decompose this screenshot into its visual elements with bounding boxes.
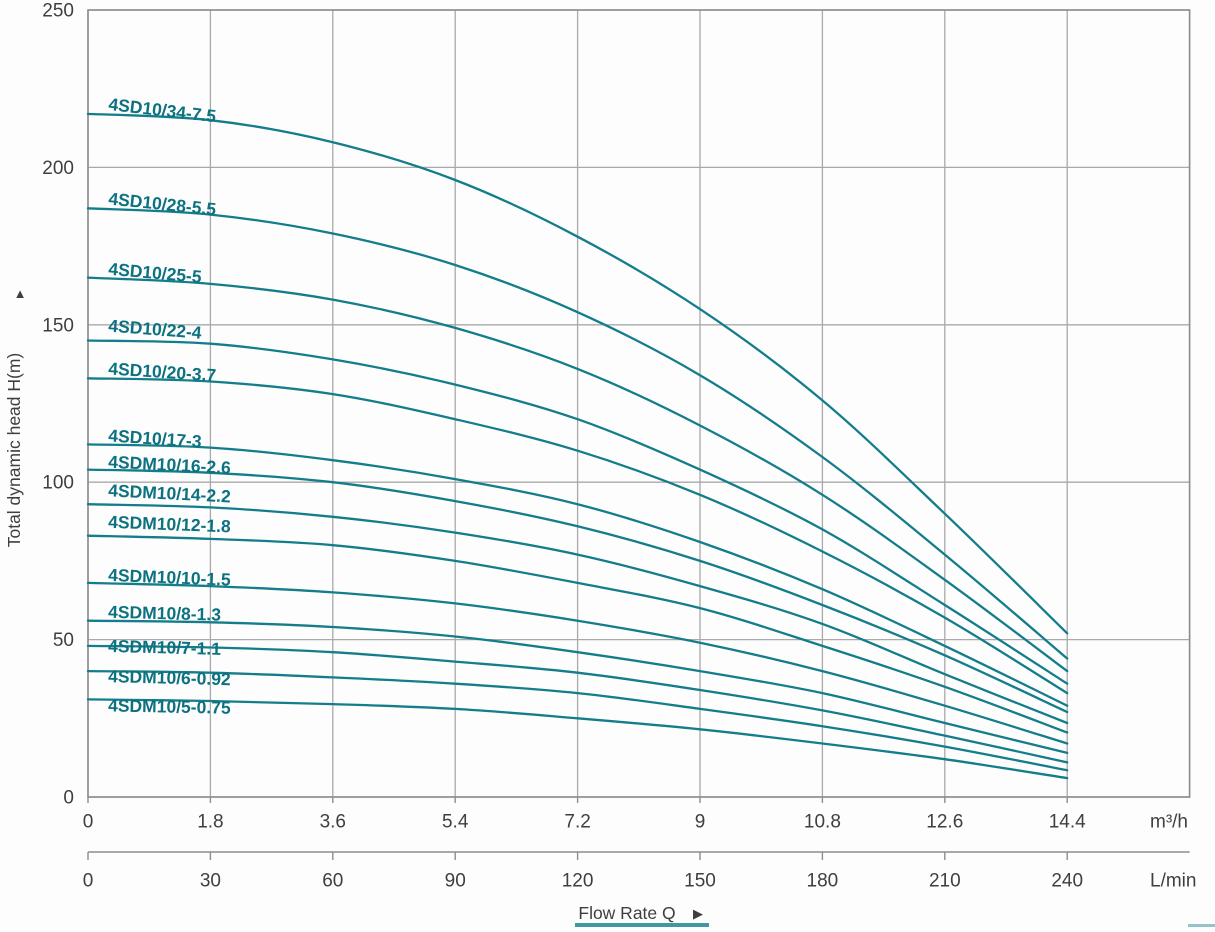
cropped-artifact (1188, 924, 1215, 928)
y-axis-arrow-icon: ▲ (14, 286, 27, 301)
pump-curve (86, 669, 1069, 772)
curve-label: 4SDM10/14-2.2 (108, 480, 232, 506)
x-axis-arrow-icon: ▶ (693, 906, 703, 921)
x-tick-label-lmin: 240 (1051, 871, 1083, 892)
curve-label: 4SD10/17-3 (108, 425, 203, 451)
x-tick-label-lmin: 210 (929, 871, 961, 892)
y-tick-label: 200 (42, 158, 74, 179)
pump-curve (86, 698, 1069, 780)
curve-label: 4SD10/34-7.5 (108, 94, 218, 126)
x-tick-label-lmin: 90 (445, 871, 466, 892)
y-tick-label: 50 (53, 630, 74, 651)
pump-curve (86, 276, 1069, 673)
x-axis-title: Flow Rate Q (578, 903, 675, 923)
curve-label: 4SD10/25-5 (108, 259, 203, 287)
pump-curve (86, 377, 1069, 695)
pump-curve (86, 207, 1069, 660)
y-tick-label: 0 (63, 788, 74, 809)
x-tick-label-m3h: 12.6 (926, 812, 963, 833)
y-tick-label: 250 (42, 1, 74, 22)
curve-label: 4SDM10/7-1.1 (108, 636, 222, 659)
x-tick-label-m3h: 9 (695, 812, 706, 833)
x-tick-label-m3h: 1.8 (197, 812, 223, 833)
x-axis-unit-m3h: m³/h (1150, 812, 1188, 833)
x-tick-label-lmin: 150 (684, 871, 716, 892)
y-tick-label: 150 (42, 315, 74, 336)
curve-label: 4SD10/20-3.7 (108, 358, 217, 385)
x-tick-label-lmin: 120 (562, 871, 594, 892)
x-tick-label-lmin: 30 (200, 871, 221, 892)
y-axis-title: Total dynamic head H(m) (4, 353, 24, 548)
curve-label: 4SD10/22-4 (108, 316, 203, 343)
pump-curve (86, 644, 1069, 764)
pump-curve (86, 112, 1069, 635)
pump-curve (86, 468, 1069, 714)
curve-label: 4SDM10/6-0.92 (108, 666, 231, 689)
y-tick-label: 100 (42, 473, 74, 494)
x-tick-label-m3h: 14.4 (1049, 812, 1086, 833)
curve-label: 4SDM10/12-1.8 (108, 512, 232, 537)
plot-border (87, 9, 1191, 798)
curve-label: 4SD10/28-5.5 (108, 188, 218, 219)
curve-label: 4SDM10/5-0.75 (108, 695, 231, 717)
pump-curve (86, 619, 1069, 755)
x-tick-label-m3h: 7.2 (564, 812, 590, 833)
curve-label: 4SDM10/16-2.6 (108, 452, 232, 478)
pump-curve (86, 443, 1069, 707)
x-tick-label-m3h: 0 (83, 812, 94, 833)
x-tick-label-m3h: 5.4 (442, 812, 469, 833)
pump-curve (86, 581, 1069, 745)
x-tick-label-m3h: 10.8 (804, 812, 841, 833)
pump-curve (86, 534, 1069, 734)
x-tick-label-lmin: 60 (322, 871, 343, 892)
curve-label: 4SDM10/8-1.3 (108, 602, 222, 625)
pump-curve (86, 339, 1069, 685)
x-tick-label-lmin: 0 (83, 871, 94, 892)
x-axis-unit-lmin: L/min (1150, 871, 1196, 892)
curve-label: 4SDM10/10-1.5 (108, 565, 232, 590)
x-tick-label-lmin: 180 (807, 871, 839, 892)
x-tick-label-m3h: 3.6 (320, 812, 346, 833)
cropped-artifact (575, 923, 709, 928)
pump-curve (86, 503, 1069, 725)
